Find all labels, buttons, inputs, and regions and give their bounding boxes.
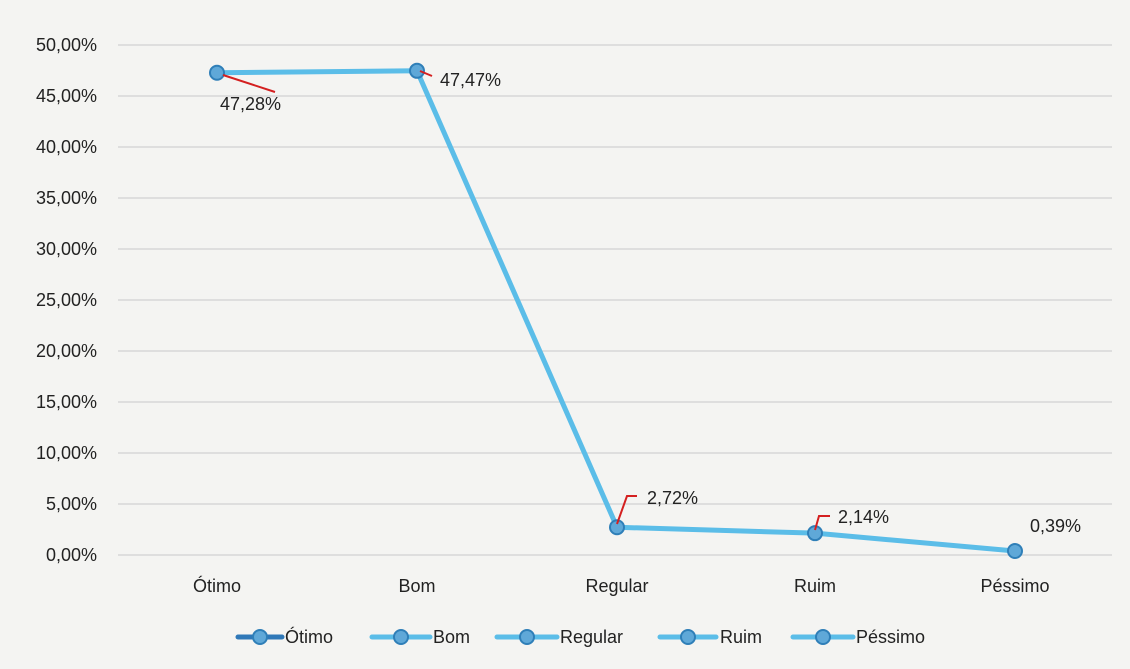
data-markers xyxy=(209,62,1023,560)
data-label: 2,14% xyxy=(838,507,889,527)
data-label-leader xyxy=(616,495,637,525)
data-label: 2,72% xyxy=(647,488,698,508)
data-point xyxy=(807,525,823,542)
data-label-leader xyxy=(814,515,830,531)
data-point xyxy=(409,62,425,79)
y-tick-label: 30,00% xyxy=(36,239,97,259)
x-tick-label: Regular xyxy=(585,576,648,596)
data-label-leader xyxy=(222,74,276,93)
data-labels: 47,28% 47,47% 2,72% 2,14% 0,39% xyxy=(220,70,1081,536)
y-tick-label: 5,00% xyxy=(46,494,97,514)
y-tick-label: 10,00% xyxy=(36,443,97,463)
legend-marker-swatch xyxy=(393,629,409,645)
data-point xyxy=(1007,543,1023,560)
data-point xyxy=(209,64,225,81)
y-axis-tick-labels: 0,00% 5,00% 10,00% 15,00% 20,00% 25,00% 30,00%… xyxy=(36,35,97,565)
y-tick-label: 35,00% xyxy=(36,188,97,208)
data-label: 47,47% xyxy=(440,70,501,90)
x-tick-label: Péssimo xyxy=(980,576,1049,596)
legend-label: Bom xyxy=(433,627,470,647)
legend-label: Péssimo xyxy=(856,627,925,647)
y-tick-label: 45,00% xyxy=(36,86,97,106)
legend-marker-swatch xyxy=(680,629,696,645)
y-tick-label: 15,00% xyxy=(36,392,97,412)
y-tick-label: 50,00% xyxy=(36,35,97,55)
series-line xyxy=(214,68,1018,554)
data-label: 47,28% xyxy=(220,94,281,114)
legend-label: Regular xyxy=(560,627,623,647)
legend-label: Ótimo xyxy=(285,626,333,647)
x-tick-label: Ruim xyxy=(794,576,836,596)
legend-marker-swatch xyxy=(815,629,831,645)
legend-marker-swatch xyxy=(519,629,535,645)
x-tick-label: Ótimo xyxy=(193,575,241,596)
x-axis-tick-labels: Ótimo Bom Regular Ruim Péssimo xyxy=(193,575,1050,596)
y-tick-label: 20,00% xyxy=(36,341,97,361)
legend-label: Ruim xyxy=(720,627,762,647)
gridlines xyxy=(118,44,1112,556)
data-label-leader xyxy=(419,70,433,77)
series-polyline xyxy=(214,68,1018,554)
legend-marker-swatch xyxy=(252,629,268,645)
data-label: 0,39% xyxy=(1030,516,1081,536)
legend: Ótimo Bom Regular Ruim Péssimo xyxy=(235,626,925,647)
x-tick-label: Bom xyxy=(398,576,435,596)
data-point xyxy=(609,519,625,536)
y-tick-label: 40,00% xyxy=(36,137,97,157)
y-tick-label: 0,00% xyxy=(46,545,97,565)
y-tick-label: 25,00% xyxy=(36,290,97,310)
label-leader-lines xyxy=(222,70,830,531)
